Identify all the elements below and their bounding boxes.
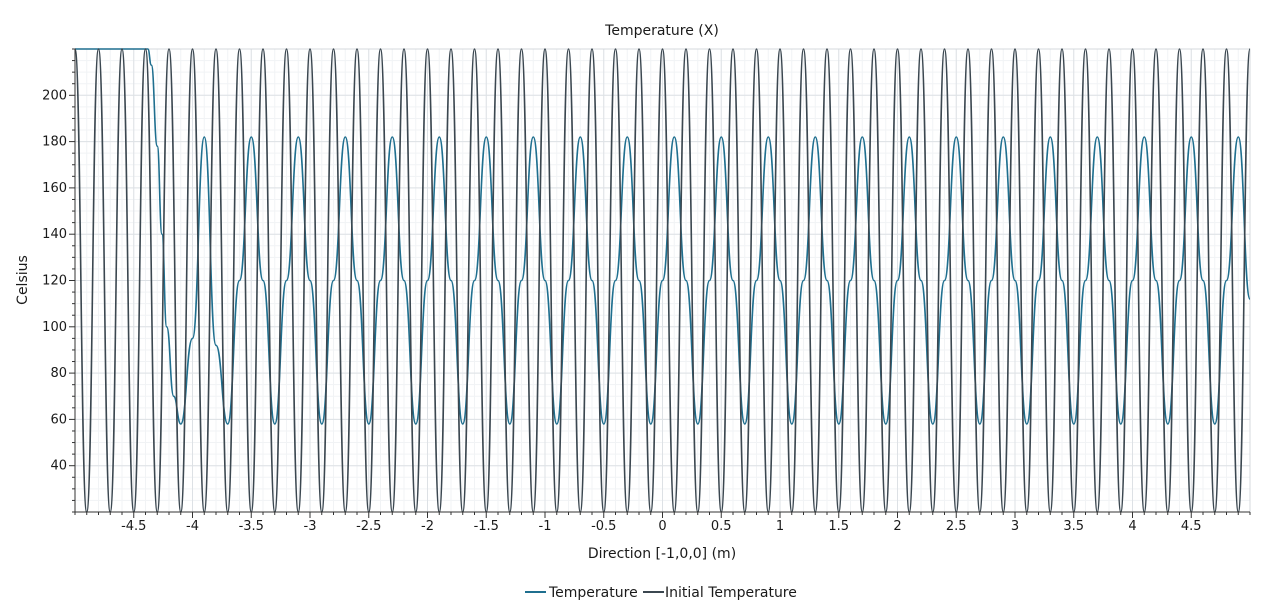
legend-label-initial-temperature: Initial Temperature	[665, 585, 797, 601]
y-tick-label: 160	[42, 181, 67, 196]
legend-label-temperature: Temperature	[548, 585, 638, 601]
y-tick-label: 120	[42, 274, 67, 289]
x-tick-label: 0	[658, 519, 666, 534]
x-tick-label: -3.5	[239, 519, 264, 534]
x-tick-label: 2	[893, 519, 901, 534]
y-ticks: 40 60 80 100 120 140 160 180 200	[42, 48, 75, 513]
x-tick-label: -4	[186, 519, 199, 534]
x-ticks: -4.5 -4 -3.5 -3 -2.5 -2 -1.5 -1 -0.5 0 0.5 1 1.5 2 2.5…	[74, 512, 1251, 534]
x-tick-label: 0.5	[711, 519, 732, 534]
y-tick-label: 140	[42, 227, 67, 242]
x-tick-label: -1.5	[474, 519, 499, 534]
series-line-temperature	[75, 48, 1251, 425]
chart-title: Temperature (X)	[604, 23, 719, 39]
x-tick-label: 1	[776, 519, 784, 534]
y-axis-title: Celsius	[15, 255, 31, 305]
legend: Temperature Initial Temperature	[525, 585, 797, 601]
y-tick-label: 60	[50, 412, 67, 427]
x-tick-label: 3.5	[1063, 519, 1084, 534]
x-tick-label: 1.5	[828, 519, 849, 534]
x-tick-label: 4	[1128, 519, 1136, 534]
x-tick-label: -2.5	[356, 519, 381, 534]
series-layer	[74, 48, 1251, 513]
y-tick-label: 100	[42, 320, 67, 335]
x-tick-label: -1	[539, 519, 552, 534]
y-tick-label: 200	[42, 88, 67, 103]
x-tick-label: 2.5	[946, 519, 967, 534]
y-tick-label: 80	[50, 366, 67, 381]
series-line-initial-temperature	[74, 48, 1251, 513]
x-tick-label: -3	[304, 519, 317, 534]
y-tick-label: 40	[50, 459, 67, 474]
x-tick-label: 4.5	[1181, 519, 1202, 534]
x-tick-label: -4.5	[121, 519, 146, 534]
y-tick-label: 180	[42, 135, 67, 150]
x-axis-title: Direction [-1,0,0] (m)	[588, 546, 736, 562]
x-tick-label: -2	[421, 519, 434, 534]
x-tick-label: -0.5	[591, 519, 616, 534]
x-tick-label: 3	[1011, 519, 1019, 534]
